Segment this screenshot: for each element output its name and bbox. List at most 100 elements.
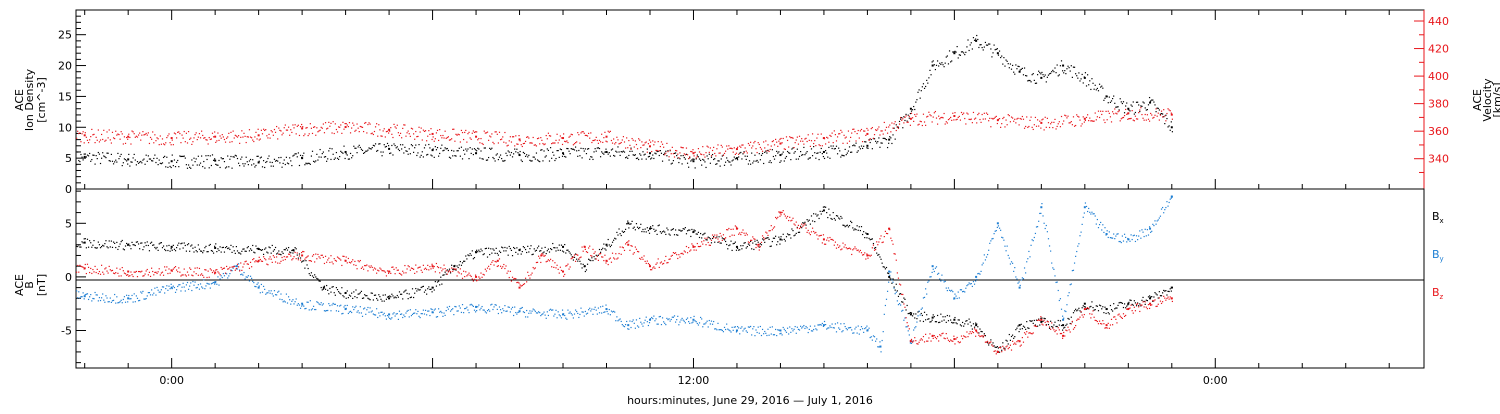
data-point: [635, 246, 636, 247]
data-point: [1075, 125, 1076, 126]
data-point: [879, 346, 881, 348]
data-point: [375, 268, 376, 269]
data-point: [645, 229, 646, 230]
data-point: [1030, 81, 1031, 82]
data-point: [687, 252, 688, 253]
data-point: [427, 288, 428, 289]
data-point: [513, 315, 514, 316]
data-point: [193, 271, 194, 272]
data-point: [836, 146, 837, 147]
data-point: [224, 251, 225, 252]
data-point: [725, 162, 726, 163]
data-point: [381, 270, 382, 271]
data-point: [316, 127, 317, 128]
data-point: [811, 330, 812, 331]
data-point: [392, 154, 393, 155]
data-point: [368, 266, 369, 267]
data-point: [760, 326, 761, 327]
data-point: [796, 233, 797, 234]
data-point: [804, 328, 805, 329]
data-point: [531, 160, 532, 161]
data-point: [615, 238, 616, 239]
data-point: [363, 308, 364, 309]
data-point: [825, 207, 826, 208]
data-point: [135, 272, 136, 273]
data-point: [613, 155, 614, 156]
data-point: [852, 129, 853, 130]
data-point: [734, 147, 735, 148]
data-point: [1053, 269, 1054, 270]
data-point: [198, 275, 199, 276]
data-point: [185, 274, 186, 275]
data-point: [187, 142, 188, 143]
data-point: [624, 250, 625, 251]
data-point: [875, 129, 876, 130]
data-point: [127, 136, 129, 138]
data-point: [827, 328, 828, 329]
data-point: [1072, 124, 1073, 125]
data-point: [438, 156, 439, 157]
data-point: [1012, 117, 1013, 118]
data-point: [335, 304, 336, 305]
data-point: [579, 314, 580, 315]
data-point: [1144, 120, 1145, 121]
data-point: [614, 258, 615, 259]
data-point: [835, 323, 836, 324]
data-point: [324, 263, 325, 264]
data-point: [116, 296, 117, 297]
data-point: [461, 273, 462, 274]
data-point: [559, 157, 560, 158]
data-point: [413, 297, 414, 298]
data-point: [1016, 68, 1017, 69]
data-point: [649, 228, 651, 230]
data-point: [803, 147, 804, 148]
data-point: [80, 296, 81, 297]
data-point: [398, 319, 399, 320]
data-point: [720, 233, 721, 234]
data-point: [708, 237, 709, 238]
data-point: [926, 314, 927, 315]
data-point: [1109, 313, 1110, 314]
data-point: [129, 298, 130, 299]
data-point: [77, 297, 78, 298]
data-point: [224, 139, 225, 140]
data-point: [177, 245, 178, 246]
data-point: [222, 277, 223, 278]
data-point: [85, 132, 86, 133]
data-point: [262, 249, 263, 250]
data-point: [682, 253, 683, 254]
data-point: [375, 143, 376, 144]
data-point: [455, 268, 456, 269]
data-point: [990, 240, 991, 241]
data-point: [217, 271, 218, 272]
data-point: [498, 313, 499, 314]
data-point: [548, 133, 549, 134]
data-point: [933, 60, 934, 61]
data-point: [972, 328, 973, 329]
data-point: [890, 278, 891, 279]
data-point: [870, 142, 871, 143]
data-point: [780, 333, 781, 334]
data-point: [491, 304, 492, 305]
data-point: [525, 141, 526, 142]
data-point: [115, 272, 116, 273]
data-point: [692, 149, 693, 150]
data-point: [361, 268, 362, 269]
data-point: [1117, 305, 1118, 306]
data-point: [858, 130, 859, 131]
data-point: [910, 342, 911, 343]
data-point: [1124, 234, 1125, 235]
data-point: [415, 131, 416, 132]
data-point: [143, 246, 144, 247]
data-point: [187, 244, 188, 245]
data-point: [1120, 98, 1121, 99]
data-point: [1039, 324, 1040, 325]
data-point: [1100, 222, 1101, 223]
data-point: [186, 164, 187, 165]
data-point: [630, 149, 631, 150]
data-point: [685, 159, 686, 160]
data-point: [167, 290, 168, 291]
data-point: [1048, 324, 1049, 325]
data-point: [156, 273, 157, 274]
data-point: [497, 309, 498, 310]
